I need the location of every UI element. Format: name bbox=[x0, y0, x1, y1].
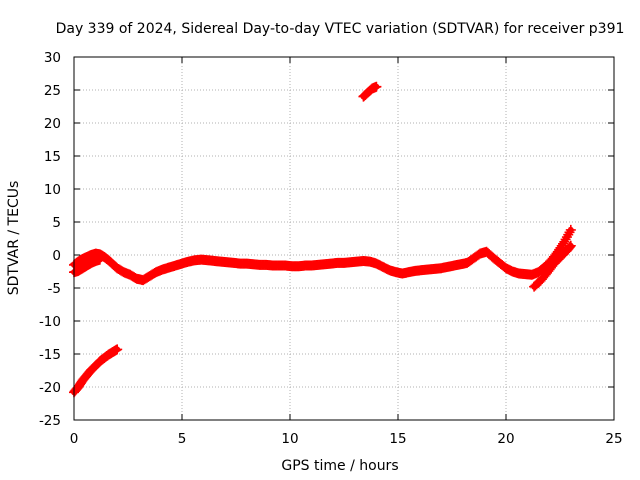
y-tick-label: 10 bbox=[44, 182, 61, 198]
y-tick-labels: -25 -20 -15 -10 -5 0 5 10 15 20 25 30 bbox=[39, 50, 61, 429]
series-segment-late-branch bbox=[529, 240, 576, 292]
y-tick-label: -15 bbox=[39, 347, 61, 363]
x-tick-label: 20 bbox=[497, 431, 514, 447]
series-segment-low-start bbox=[69, 344, 123, 398]
y-tick-label: -20 bbox=[39, 380, 61, 396]
plot-frame bbox=[73, 56, 615, 421]
x-axis-label: GPS time / hours bbox=[281, 458, 398, 474]
y-tick-label: -5 bbox=[48, 281, 61, 297]
y-axis-label: SDTVAR / TECUs bbox=[6, 181, 22, 296]
x-tick-label: 25 bbox=[605, 431, 622, 447]
data-point bbox=[112, 344, 123, 355]
series-segment-main bbox=[69, 224, 576, 286]
x-tick-label: 0 bbox=[70, 431, 79, 447]
x-tick-label: 10 bbox=[281, 431, 298, 447]
y-tick-label: 15 bbox=[44, 149, 61, 165]
axis-ticks bbox=[73, 56, 615, 421]
x-tick-labels: 0 5 10 15 20 25 bbox=[70, 431, 623, 447]
chart-title: Day 339 of 2024, Sidereal Day-to-day VTE… bbox=[56, 21, 625, 37]
x-tick-label: 15 bbox=[389, 431, 406, 447]
data-point bbox=[565, 240, 576, 251]
data-point bbox=[94, 254, 105, 265]
data-point bbox=[564, 227, 575, 238]
series-segment-high bbox=[358, 81, 382, 102]
y-tick-label: -25 bbox=[39, 413, 61, 429]
data-point bbox=[564, 241, 575, 252]
data-points bbox=[69, 81, 576, 398]
y-tick-label: 25 bbox=[44, 83, 61, 99]
y-tick-label: 0 bbox=[52, 248, 61, 264]
data-point bbox=[371, 81, 382, 92]
y-tick-label: 5 bbox=[52, 215, 61, 231]
y-tick-label: 20 bbox=[44, 116, 61, 132]
x-tick-label: 5 bbox=[178, 431, 187, 447]
data-point bbox=[565, 224, 576, 235]
data-point bbox=[564, 242, 575, 253]
series-segment-upper-loop bbox=[69, 254, 105, 278]
grid bbox=[74, 57, 614, 420]
y-tick-label: 30 bbox=[44, 50, 61, 66]
y-tick-label: -10 bbox=[39, 314, 61, 330]
